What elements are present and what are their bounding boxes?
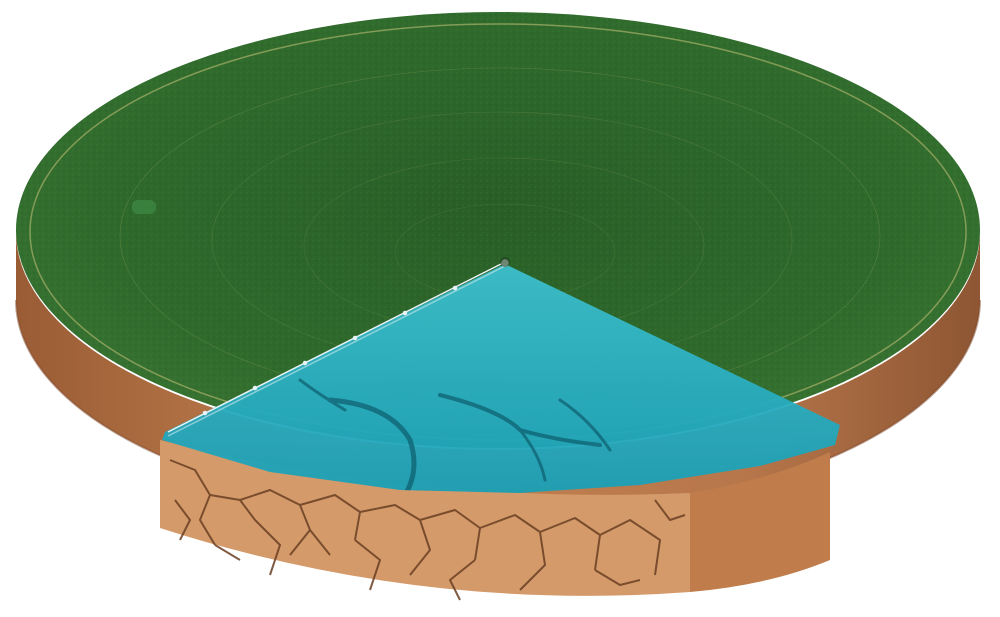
green-patch xyxy=(132,200,156,214)
water-irrigated-wedge xyxy=(162,264,840,493)
green-crop-texture xyxy=(16,12,980,448)
soil-cracks xyxy=(169,459,686,601)
soil-side-right-face xyxy=(690,452,830,592)
water-channels xyxy=(298,378,612,493)
pivot-center xyxy=(500,257,510,267)
